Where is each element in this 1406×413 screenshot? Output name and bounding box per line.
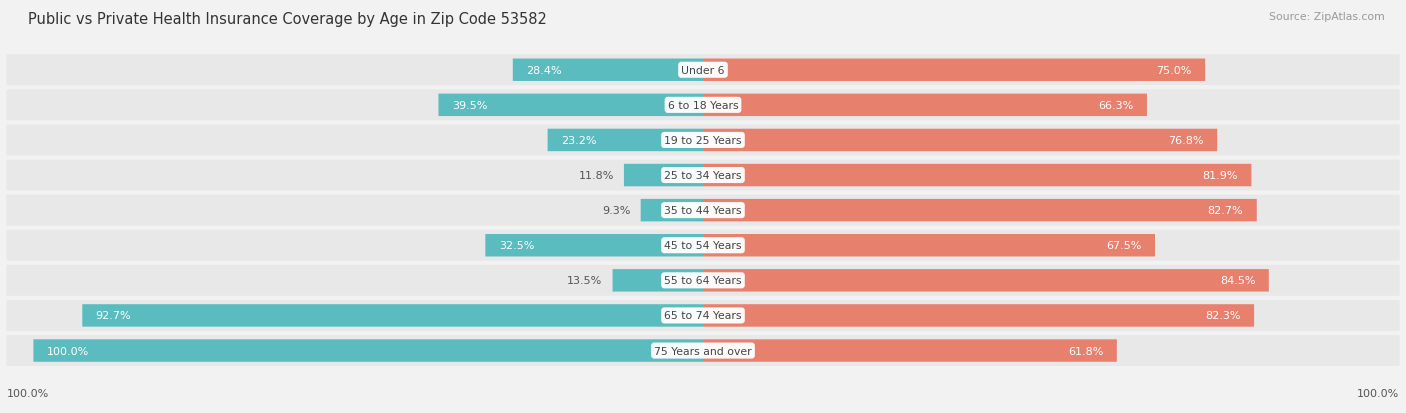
Text: 11.8%: 11.8% [579, 171, 614, 180]
FancyBboxPatch shape [7, 195, 1399, 226]
FancyBboxPatch shape [7, 125, 1399, 156]
FancyBboxPatch shape [703, 339, 1116, 362]
Text: 67.5%: 67.5% [1107, 241, 1142, 251]
FancyBboxPatch shape [34, 339, 703, 362]
FancyBboxPatch shape [7, 230, 1399, 261]
Text: 61.8%: 61.8% [1069, 346, 1104, 356]
FancyBboxPatch shape [547, 129, 703, 152]
FancyBboxPatch shape [703, 235, 1154, 257]
Text: 92.7%: 92.7% [96, 311, 131, 320]
Text: Public vs Private Health Insurance Coverage by Age in Zip Code 53582: Public vs Private Health Insurance Cover… [28, 12, 547, 27]
FancyBboxPatch shape [703, 59, 1205, 82]
Text: 75.0%: 75.0% [1156, 66, 1192, 76]
Text: 100.0%: 100.0% [1357, 388, 1399, 398]
FancyBboxPatch shape [439, 95, 703, 117]
Text: 28.4%: 28.4% [526, 66, 562, 76]
FancyBboxPatch shape [703, 129, 1218, 152]
Text: 100.0%: 100.0% [46, 346, 89, 356]
FancyBboxPatch shape [703, 269, 1268, 292]
Text: 39.5%: 39.5% [451, 101, 488, 111]
FancyBboxPatch shape [7, 90, 1399, 121]
Text: 25 to 34 Years: 25 to 34 Years [664, 171, 742, 180]
Text: 55 to 64 Years: 55 to 64 Years [664, 275, 742, 286]
FancyBboxPatch shape [613, 269, 703, 292]
FancyBboxPatch shape [641, 199, 703, 222]
FancyBboxPatch shape [7, 335, 1399, 366]
FancyBboxPatch shape [703, 199, 1257, 222]
FancyBboxPatch shape [624, 164, 703, 187]
FancyBboxPatch shape [7, 160, 1399, 191]
Text: 82.3%: 82.3% [1205, 311, 1240, 320]
FancyBboxPatch shape [485, 235, 703, 257]
Text: 23.2%: 23.2% [561, 135, 596, 146]
FancyBboxPatch shape [7, 300, 1399, 331]
FancyBboxPatch shape [7, 265, 1399, 296]
Text: 9.3%: 9.3% [602, 206, 631, 216]
Text: 75 Years and over: 75 Years and over [654, 346, 752, 356]
FancyBboxPatch shape [513, 59, 703, 82]
Text: 45 to 54 Years: 45 to 54 Years [664, 241, 742, 251]
Text: 32.5%: 32.5% [499, 241, 534, 251]
FancyBboxPatch shape [7, 55, 1399, 86]
Text: 82.7%: 82.7% [1208, 206, 1243, 216]
Text: 6 to 18 Years: 6 to 18 Years [668, 101, 738, 111]
FancyBboxPatch shape [703, 164, 1251, 187]
Text: 35 to 44 Years: 35 to 44 Years [664, 206, 742, 216]
Text: 19 to 25 Years: 19 to 25 Years [664, 135, 742, 146]
Text: 13.5%: 13.5% [568, 275, 603, 286]
Text: 84.5%: 84.5% [1220, 275, 1256, 286]
Text: 100.0%: 100.0% [7, 388, 49, 398]
FancyBboxPatch shape [703, 95, 1147, 117]
Text: 76.8%: 76.8% [1168, 135, 1204, 146]
FancyBboxPatch shape [703, 304, 1254, 327]
FancyBboxPatch shape [83, 304, 703, 327]
Legend: Public Insurance, Private Insurance: Public Insurance, Private Insurance [571, 408, 835, 413]
Text: 65 to 74 Years: 65 to 74 Years [664, 311, 742, 320]
Text: 81.9%: 81.9% [1202, 171, 1237, 180]
Text: 66.3%: 66.3% [1098, 101, 1133, 111]
Text: Under 6: Under 6 [682, 66, 724, 76]
Text: Source: ZipAtlas.com: Source: ZipAtlas.com [1270, 12, 1385, 22]
